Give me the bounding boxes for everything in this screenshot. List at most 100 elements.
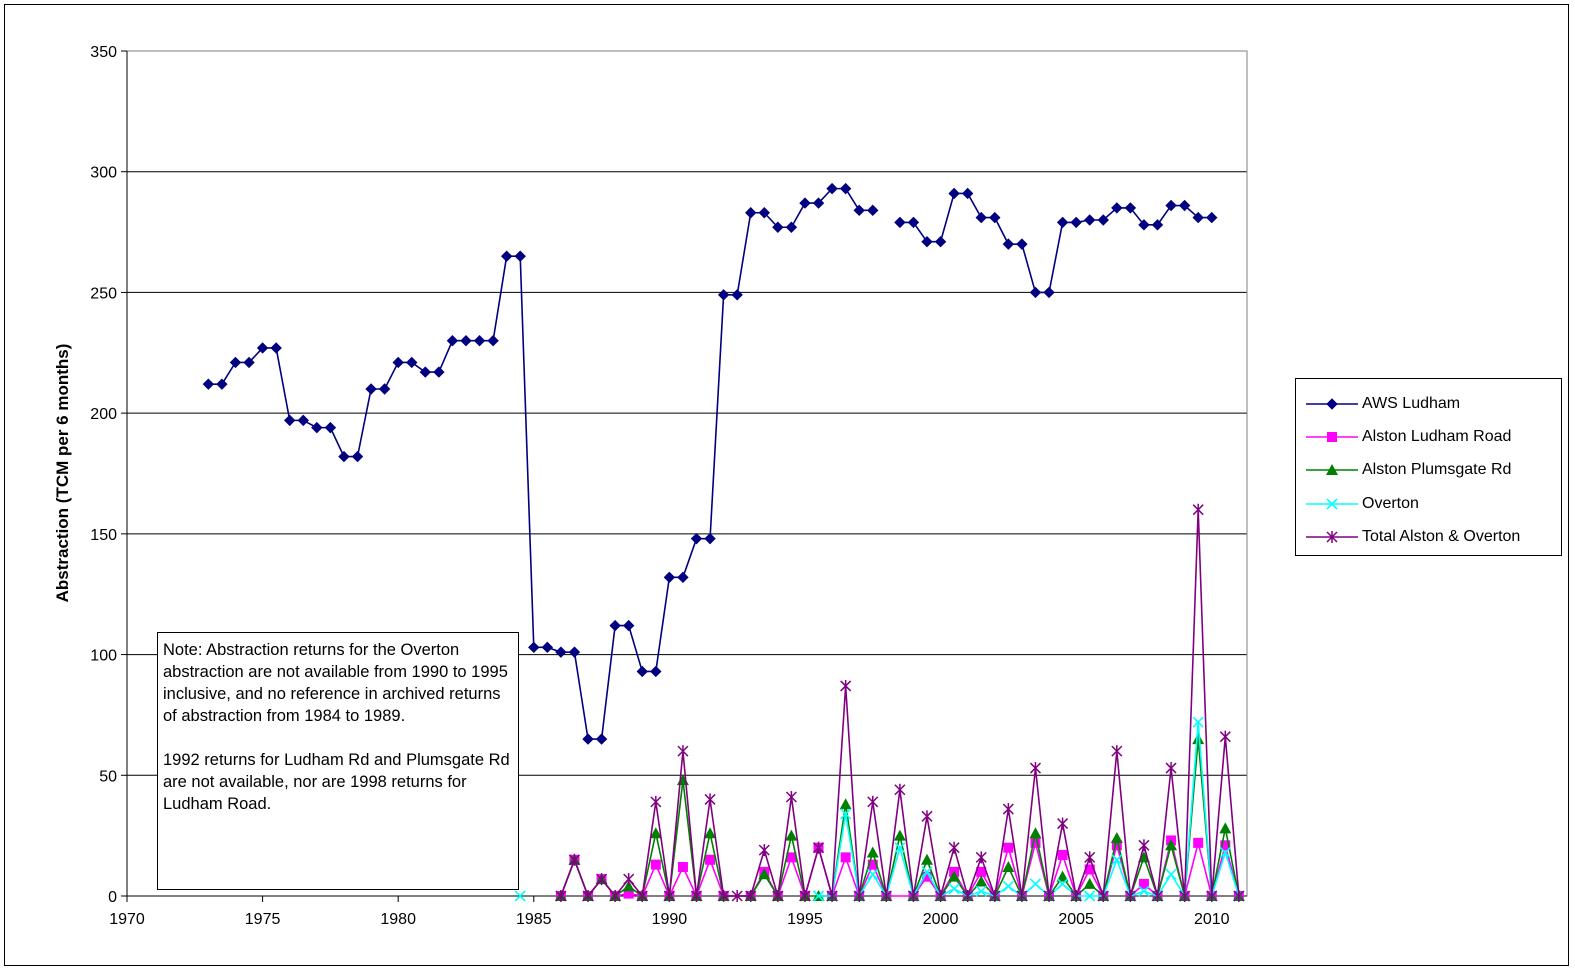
data-point-alston-ludham-road bbox=[840, 852, 851, 863]
data-point-total-alston-overton bbox=[1002, 803, 1014, 816]
data-point-total-alston-overton bbox=[745, 890, 757, 902]
x-tick-label: 2000 bbox=[923, 911, 959, 928]
x-tick-label: 1990 bbox=[652, 911, 688, 928]
data-point-total-alston-overton bbox=[1179, 890, 1191, 902]
data-point-alston-plumsgate-rd bbox=[1056, 870, 1069, 882]
data-point-aws-ludham bbox=[433, 366, 445, 378]
data-point-aws-ludham bbox=[256, 342, 269, 354]
data-point-aws-ludham bbox=[704, 532, 716, 545]
data-point-aws-ludham bbox=[1178, 199, 1191, 212]
legend: AWS Ludham Alston Ludham Road Alston Plu… bbox=[1295, 378, 1562, 556]
data-point-aws-ludham bbox=[216, 378, 228, 390]
data-point-alston-ludham-road bbox=[1220, 840, 1231, 851]
x-tick-label: 1970 bbox=[109, 911, 145, 928]
data-point-alston-ludham-road bbox=[1138, 878, 1149, 889]
data-point-total-alston-overton bbox=[623, 873, 635, 886]
data-point-total-alston-overton bbox=[1124, 890, 1136, 902]
data-point-aws-ludham bbox=[446, 335, 459, 347]
data-point-overton bbox=[1084, 890, 1096, 902]
data-point-total-alston-overton bbox=[840, 679, 852, 692]
data-point-overton bbox=[1192, 716, 1204, 728]
data-point-aws-ludham bbox=[921, 236, 933, 248]
data-point-aws-ludham bbox=[378, 383, 391, 395]
data-point-total-alston-overton bbox=[989, 890, 1001, 902]
y-tick-label: 100 bbox=[90, 648, 117, 665]
data-point-alston-plumsgate-rd bbox=[1137, 851, 1150, 863]
x-tick-label: 2010 bbox=[1194, 911, 1230, 928]
data-point-aws-ludham bbox=[297, 414, 309, 427]
data-point-total-alston-overton bbox=[1151, 890, 1164, 902]
data-point-aws-ludham bbox=[1124, 202, 1137, 214]
data-point-aws-ludham bbox=[1056, 216, 1069, 229]
data-point-alston-ludham-road bbox=[922, 871, 932, 882]
data-point-aws-ludham bbox=[894, 216, 906, 229]
data-point-total-alston-overton bbox=[921, 810, 933, 823]
data-point-total-alston-overton bbox=[582, 890, 594, 902]
legend-swatch-alston-ludham-road bbox=[1306, 432, 1358, 442]
data-point-alston-plumsgate-rd bbox=[975, 875, 988, 887]
data-point-total-alston-overton bbox=[826, 890, 838, 902]
data-point-aws-ludham bbox=[1165, 199, 1177, 212]
data-point-total-alston-overton bbox=[799, 890, 811, 902]
data-point-total-alston-overton bbox=[636, 890, 648, 902]
data-point-aws-ludham bbox=[243, 356, 255, 369]
data-point-aws-ludham bbox=[1043, 286, 1055, 299]
x-tick-label: 1985 bbox=[516, 911, 552, 928]
data-point-total-alston-overton bbox=[867, 795, 879, 808]
x-tick-label: 1975 bbox=[245, 911, 281, 928]
legend-marker-aws-ludham bbox=[1326, 398, 1338, 410]
data-point-aws-ludham bbox=[663, 571, 676, 584]
data-point-alston-ludham-road bbox=[677, 862, 688, 873]
data-point-alston-ludham-road bbox=[1193, 837, 1204, 848]
data-point-aws-ludham bbox=[785, 221, 798, 233]
data-point-aws-ludham bbox=[1151, 219, 1164, 231]
data-point-overton bbox=[840, 808, 852, 820]
legend-label-alston-plumsgate-rd: Alston Plumsgate Rd bbox=[1362, 461, 1512, 478]
data-point-aws-ludham bbox=[1084, 214, 1096, 226]
data-point-total-alston-overton bbox=[1233, 890, 1245, 902]
y-tick-label: 200 bbox=[90, 406, 117, 423]
legend-marker-alston-ludham-road bbox=[1327, 432, 1337, 442]
data-point-alston-plumsgate-rd bbox=[1029, 827, 1042, 839]
data-point-aws-ludham bbox=[948, 187, 960, 200]
data-point-overton bbox=[1138, 885, 1150, 897]
data-point-total-alston-overton bbox=[907, 890, 919, 902]
y-tick-label: 250 bbox=[90, 285, 117, 302]
data-point-aws-ludham bbox=[717, 289, 730, 301]
data-point-aws-ludham bbox=[500, 250, 513, 262]
data-point-alston-plumsgate-rd bbox=[948, 870, 961, 882]
data-point-aws-ludham bbox=[772, 221, 784, 233]
data-point-alston-plumsgate-rd bbox=[1110, 832, 1123, 844]
data-point-aws-ludham bbox=[1016, 238, 1028, 250]
data-point-aws-ludham bbox=[853, 204, 865, 217]
data-point-alston-plumsgate-rd bbox=[866, 846, 879, 858]
data-point-total-alston-overton bbox=[1138, 839, 1150, 852]
data-point-total-alston-overton bbox=[935, 890, 947, 902]
data-point-total-alston-overton bbox=[1070, 890, 1082, 902]
legend-marker-alston-plumsgate-rd bbox=[1326, 464, 1338, 475]
x-tick-label: 2005 bbox=[1058, 911, 1094, 928]
data-point-aws-ludham bbox=[745, 207, 757, 219]
data-point-aws-ludham bbox=[826, 182, 838, 195]
data-point-aws-ludham bbox=[392, 356, 404, 369]
y-tick-label: 150 bbox=[90, 527, 117, 544]
legend-swatch-total-alston-overton bbox=[1306, 531, 1358, 543]
data-point-alston-plumsgate-rd bbox=[839, 798, 852, 810]
y-tick-label: 350 bbox=[90, 44, 117, 61]
data-point-aws-ludham bbox=[975, 211, 987, 224]
data-point-total-alston-overton bbox=[785, 791, 797, 804]
data-point-overton bbox=[1029, 878, 1042, 890]
data-point-alston-plumsgate-rd bbox=[921, 853, 933, 865]
data-point-total-alston-overton bbox=[758, 844, 770, 857]
data-point-overton bbox=[948, 883, 960, 895]
data-point-total-alston-overton bbox=[1016, 890, 1028, 902]
data-point-aws-ludham bbox=[1138, 219, 1150, 231]
data-point-alston-plumsgate-rd bbox=[1192, 733, 1205, 745]
data-point-aws-ludham bbox=[202, 378, 215, 390]
y-tick-label: 0 bbox=[108, 889, 117, 906]
data-point-alston-ludham-road bbox=[705, 854, 716, 865]
data-point-aws-ludham bbox=[907, 216, 920, 229]
data-point-aws-ludham bbox=[1070, 216, 1082, 229]
data-point-aws-ludham bbox=[731, 289, 743, 301]
series-total-alston-overton bbox=[555, 503, 1245, 902]
